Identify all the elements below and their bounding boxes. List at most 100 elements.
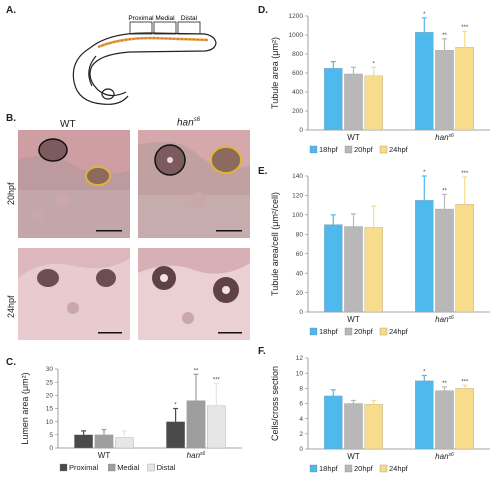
bar: [435, 390, 454, 450]
y-tick-label: 140: [292, 173, 303, 180]
bar: [415, 200, 434, 313]
embryo-schematic: Proximal Medial Distal: [72, 15, 217, 105]
group-label-text: WT: [347, 133, 360, 142]
legend-swatch: [309, 464, 318, 473]
y-tick-label: 1200: [289, 13, 304, 20]
y-tick-label: 800: [292, 51, 303, 58]
y-tick-label: 60: [296, 251, 304, 258]
significance-mark: ***: [461, 25, 469, 31]
significance-mark: *: [423, 170, 426, 176]
legend-label: 24hpf: [389, 145, 409, 154]
bar: [324, 68, 343, 131]
y-tick-label: 20: [46, 393, 54, 400]
bar: [364, 404, 383, 450]
histology-han-20hpf: [138, 130, 250, 238]
y-tick-label: 25: [46, 379, 54, 386]
y-tick-label: 120: [292, 193, 303, 200]
legend-label: 18hpf: [319, 327, 339, 336]
bar: [415, 31, 434, 131]
significance-mark: *: [373, 61, 376, 67]
group-label: WT: [347, 315, 360, 324]
y-axis-label: Tubule area/cell (μm²/cell): [270, 192, 280, 296]
legend-swatch: [379, 327, 388, 336]
y-tick-label: 10: [46, 419, 54, 426]
legend-label: 24hpf: [389, 464, 409, 473]
y-tick-label: 100: [292, 212, 303, 219]
legend-swatch: [309, 145, 318, 154]
y-tick-label: 0: [299, 309, 303, 316]
y-tick-label: 4: [299, 416, 303, 423]
panel-letter-f: F.: [258, 346, 266, 357]
hist-row-label-20hpf: 20hpf: [6, 182, 16, 205]
significance-mark: **: [442, 33, 447, 39]
group-label: WT: [347, 133, 360, 142]
y-tick-label: 10: [296, 370, 304, 377]
hist-column-label-han: hans6: [177, 117, 200, 128]
legend-label: Distal: [157, 463, 176, 472]
significance-mark: ***: [461, 171, 469, 177]
group-label-text: han: [435, 452, 449, 461]
legend-swatch: [108, 463, 116, 472]
hist-han-sup: s6: [193, 117, 201, 123]
significance-mark: **: [442, 188, 447, 194]
y-axis-label: Lumen area (μm²): [20, 372, 30, 444]
histology-wt-20hpf: [18, 130, 130, 238]
y-tick-label: 8: [299, 386, 303, 393]
bar: [324, 224, 343, 313]
significance-mark: ***: [461, 379, 469, 385]
embryo-eye: [101, 88, 115, 100]
chart-tubule-area: 0 200 400 600 800 1000 1200 Tubule area (μm²) * W…: [270, 12, 490, 154]
group-label-sup: s6: [449, 315, 455, 321]
y-tick-label: 0: [299, 446, 303, 453]
y-tick-label: 400: [292, 89, 303, 96]
y-tick-label: 0: [49, 445, 53, 452]
bar: [74, 434, 93, 449]
group-label-text: han: [187, 451, 201, 460]
legend-label: 24hpf: [389, 327, 409, 336]
bar: [344, 226, 363, 313]
legend-label: 20hpf: [354, 327, 374, 336]
y-tick-label: 2: [299, 431, 303, 438]
bar: [435, 50, 454, 131]
hist-han-text: han: [177, 117, 194, 129]
y-axis-label: Cells/cross section: [270, 366, 280, 441]
legend-label: Proximal: [69, 463, 99, 472]
group-label: WT: [347, 452, 360, 461]
legend-label: 18hpf: [319, 464, 339, 473]
significance-mark: *: [423, 369, 426, 375]
bar: [186, 400, 206, 449]
group-label-sup: s6: [200, 451, 206, 457]
histology-han-24hpf: [138, 248, 250, 340]
bar: [455, 388, 474, 450]
group-label: WT: [98, 451, 111, 460]
group-label: hans6: [187, 451, 206, 460]
embryo-body-outline: [89, 32, 217, 97]
y-tick-label: 12: [296, 355, 304, 362]
segment-label-proximal: Proximal: [128, 15, 154, 22]
y-tick-label: 6: [299, 401, 303, 408]
legend-label: 20hpf: [354, 464, 374, 473]
legend-swatch: [147, 463, 155, 472]
y-tick-label: 1000: [289, 32, 304, 39]
legend-swatch: [59, 463, 68, 472]
bar: [364, 227, 383, 313]
bar: [324, 395, 343, 450]
y-tick-label: 30: [46, 366, 54, 373]
significance-mark: *: [423, 12, 426, 18]
segment-box-proximal: [129, 21, 153, 35]
bar: [435, 208, 454, 313]
significance-mark: **: [442, 381, 447, 387]
bar: [207, 405, 226, 449]
significance-mark: **: [194, 368, 199, 374]
bar: [344, 403, 363, 450]
legend-label: Medial: [117, 463, 139, 472]
y-tick-label: 5: [49, 432, 53, 439]
group-label-text: han: [435, 133, 449, 142]
y-tick-label: 0: [299, 127, 303, 134]
panel-letter-e: E.: [258, 166, 268, 177]
bar: [364, 75, 383, 131]
segment-label-distal: Distal: [181, 15, 198, 22]
embryo-yolk-outline: [72, 47, 129, 105]
